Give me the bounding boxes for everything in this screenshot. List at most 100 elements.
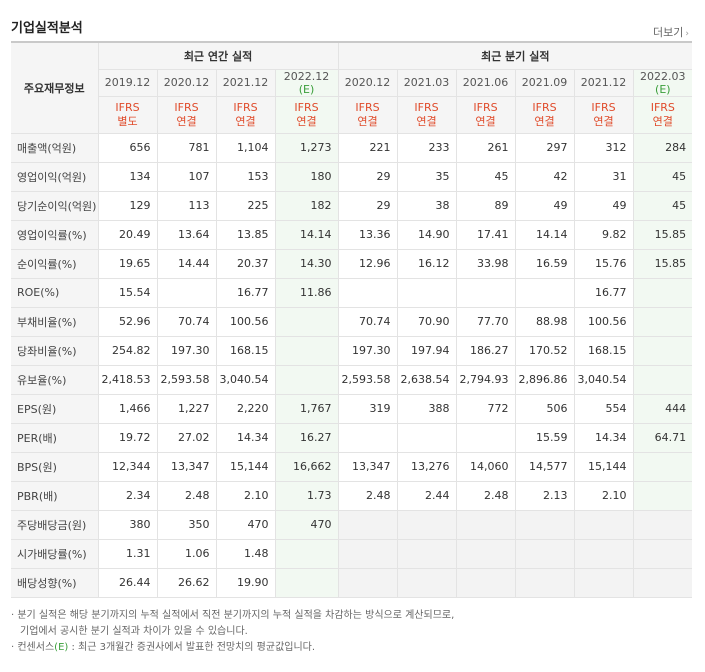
period-header: 2021.09 — [514, 68, 575, 97]
table-row: 시가배당률(%) 1.31 1.06 1.48 — [11, 538, 693, 569]
table-cell: 1.48 — [215, 538, 276, 569]
table-cell: 16.27 — [274, 422, 339, 453]
table-cell: 113 — [156, 190, 217, 221]
table-cell: 17.41 — [455, 219, 516, 250]
table-cell: 554 — [573, 393, 634, 424]
table-cell: 312 — [573, 132, 634, 163]
table-cell: 781 — [156, 132, 217, 163]
table-row: 매출액(억원) 656 781 1,104 1,273 221 233 261 297 312 28… — [11, 132, 693, 163]
table-cell — [455, 277, 516, 308]
table-cell: 29 — [337, 190, 398, 221]
table-cell — [632, 277, 693, 308]
table-cell: 1,104 — [215, 132, 276, 163]
table-row: EPS(원) 1,466 1,227 2,220 1,767 319 388 772 506 55… — [11, 393, 693, 424]
more-link[interactable]: 더보기 › — [653, 24, 689, 40]
row-label: 당기순이익(억원) — [11, 190, 99, 221]
row-label: 영업이익률(%) — [11, 219, 99, 250]
table-cell: 2.48 — [156, 480, 217, 511]
table-cell: 9.82 — [573, 219, 634, 250]
empty-cell — [455, 509, 516, 540]
table-cell: 31 — [573, 161, 634, 192]
table-cell: 2.34 — [97, 480, 158, 511]
table-row: PBR(배) 2.34 2.48 2.10 1.73 2.48 2.44 2.48 2.13 2.… — [11, 480, 693, 511]
table-cell: 33.98 — [455, 248, 516, 279]
table-cell: 15,144 — [215, 451, 276, 482]
table-cell: 49 — [514, 190, 575, 221]
table-cell: 656 — [97, 132, 158, 163]
basis-header: IFRS 연결 — [337, 95, 398, 134]
table-cell: 1,767 — [274, 393, 339, 424]
footnotes: · 분기 실적은 해당 분기까지의 누적 실적에서 직전 분기까지의 누적 실적… — [11, 608, 454, 656]
table-cell: 186.27 — [455, 335, 516, 366]
table-cell: 1,466 — [97, 393, 158, 424]
period-header: 2019.12 — [98, 68, 158, 97]
table-cell: 168.15 — [573, 335, 634, 366]
table-row: BPS(원) 12,344 13,347 15,144 16,662 13,347 13,2… — [11, 451, 693, 482]
table-cell: 45 — [632, 190, 693, 221]
table-cell: 70.90 — [396, 306, 457, 337]
table-cell: 12.96 — [337, 248, 398, 279]
table-cell: 26.62 — [156, 567, 217, 598]
basis-header: IFRS 연결 — [632, 95, 693, 134]
table-cell: 16.77 — [573, 277, 634, 308]
row-label: 영업이익(억원) — [11, 161, 99, 192]
page-title: 기업실적분석 — [11, 21, 83, 36]
table-cell: 26.44 — [97, 567, 158, 598]
table-cell: 2.10 — [573, 480, 634, 511]
table-cell — [396, 277, 457, 308]
table-cell — [632, 335, 693, 366]
empty-cell — [337, 567, 398, 598]
basis-header: IFRS 연결 — [215, 95, 276, 134]
table-cell: 12,344 — [97, 451, 158, 482]
table-row: 순이익률(%) 19.65 14.44 20.37 14.30 12.96 16.12 33.… — [11, 248, 693, 279]
more-label: 더보기 — [653, 26, 684, 39]
table-cell: 197.94 — [396, 335, 457, 366]
table-row: ROE(%) 15.54 16.77 11.86 16.77 — [11, 277, 693, 308]
table-cell: 16.12 — [396, 248, 457, 279]
table-cell: 35 — [396, 161, 457, 192]
row-label: 시가배당률(%) — [11, 538, 99, 569]
table-cell: 233 — [396, 132, 457, 163]
empty-cell — [514, 538, 575, 569]
table-cell: 261 — [455, 132, 516, 163]
table-cell — [274, 306, 339, 337]
empty-cell — [396, 567, 457, 598]
basis-header: IFRS 연결 — [274, 95, 339, 134]
table-cell: 100.56 — [215, 306, 276, 337]
table-cell: 221 — [337, 132, 398, 163]
empty-cell — [632, 509, 693, 540]
table-cell: 2,593.58 — [156, 364, 217, 395]
table-cell: 77.70 — [455, 306, 516, 337]
table-cell — [337, 422, 398, 453]
table-cell: 15.59 — [514, 422, 575, 453]
period-header: 2022.03 (E) — [632, 68, 693, 97]
row-label: 매출액(억원) — [11, 132, 99, 163]
table-cell: 100.56 — [573, 306, 634, 337]
table-cell: 3,040.54 — [573, 364, 634, 395]
table-cell: 27.02 — [156, 422, 217, 453]
row-label: 당좌비율(%) — [11, 335, 99, 366]
table-cell: 2.10 — [215, 480, 276, 511]
empty-cell — [514, 567, 575, 598]
table-cell: 2,896.86 — [514, 364, 575, 395]
table-cell — [632, 364, 693, 395]
table-cell: 20.49 — [97, 219, 158, 250]
financial-table: 주요재무정보 최근 연간 실적 최근 분기 실적 2019.12 2020.12 2… — [11, 41, 693, 598]
table-cell: 3,040.54 — [215, 364, 276, 395]
table-cell: 1.06 — [156, 538, 217, 569]
empty-cell — [573, 509, 634, 540]
row-label: EPS(원) — [11, 393, 99, 424]
table-cell: 2.13 — [514, 480, 575, 511]
table-cell: 13,276 — [396, 451, 457, 482]
table-cell: 170.52 — [514, 335, 575, 366]
table-cell: 1,227 — [156, 393, 217, 424]
table-row: 주당배당금(원) 380 350 470 470 — [11, 509, 693, 540]
table-cell: 470 — [274, 509, 339, 540]
empty-cell — [337, 509, 398, 540]
table-cell: 129 — [97, 190, 158, 221]
table-cell: 319 — [337, 393, 398, 424]
table-cell: 45 — [632, 161, 693, 192]
empty-cell — [514, 509, 575, 540]
table-cell: 182 — [274, 190, 339, 221]
empty-cell — [455, 538, 516, 569]
